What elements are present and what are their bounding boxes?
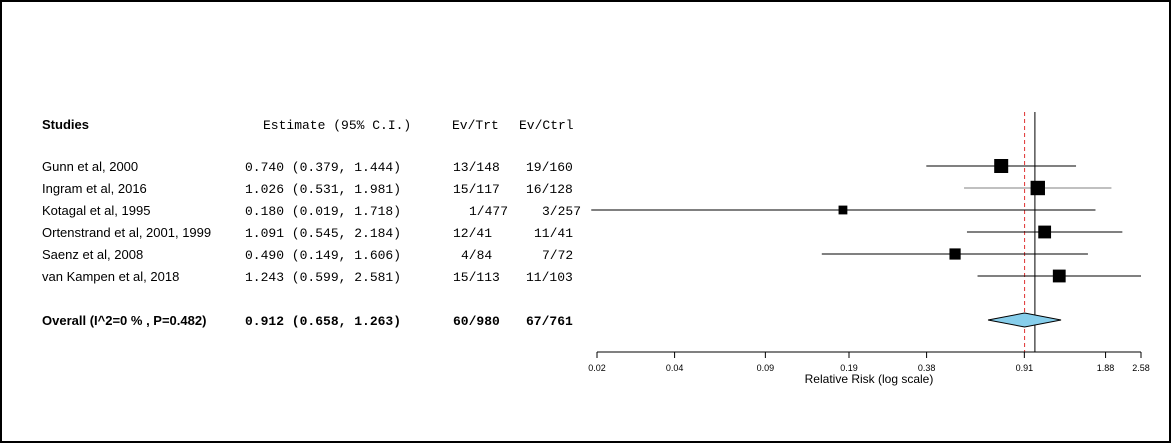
study-ev-trt: 13/148 <box>453 160 500 175</box>
overall-ev-ctrl: 67/761 <box>526 314 573 329</box>
point-square <box>1052 269 1066 283</box>
overall-estimate: 0.912 (0.658, 1.263) <box>245 314 402 329</box>
x-tick-label: 1.88 <box>1097 363 1115 373</box>
x-axis-label: Relative Risk (log scale) <box>805 372 934 386</box>
overall-ev-trt: 60/980 <box>453 314 500 329</box>
study-estimate: 1.091 (0.545, 2.184) <box>245 226 402 241</box>
study-name: Saenz et al, 2008 <box>42 247 144 262</box>
study-name: Ortenstrand et al, 2001, 1999 <box>42 225 212 240</box>
x-tick-label: 0.02 <box>588 363 606 373</box>
study-ev-trt: 15/117 <box>453 182 500 197</box>
study-estimate: 0.490 (0.149, 1.606) <box>245 248 402 263</box>
study-ev-trt: 12/41 <box>453 226 493 241</box>
header-ev-ctrl: Ev/Ctrl <box>519 118 574 133</box>
study-ev-ctrl: 16/128 <box>526 182 573 197</box>
point-square <box>838 205 848 215</box>
header-ev-trt: Ev/Trt <box>452 118 499 133</box>
study-name: Kotagal et al, 1995 <box>42 203 151 218</box>
x-tick-label: 0.38 <box>918 363 936 373</box>
study-ev-ctrl: 11/103 <box>526 270 573 285</box>
pooled-diamond <box>987 312 1062 328</box>
point-square <box>949 248 961 260</box>
study-ev-trt: 1/477 <box>469 204 509 219</box>
study-ev-ctrl: 3/257 <box>542 204 582 219</box>
study-name: Ingram et al, 2016 <box>42 181 147 196</box>
x-tick-label: 0.91 <box>1016 363 1034 373</box>
study-name: van Kampen et al, 2018 <box>42 269 180 284</box>
point-square <box>994 159 1009 173</box>
study-ev-ctrl: 19/160 <box>526 160 573 175</box>
point-square <box>1038 225 1052 239</box>
header-studies: Studies <box>42 117 89 132</box>
study-ev-ctrl: 7/72 <box>542 248 574 263</box>
header-estimate: Estimate (95% C.I.) <box>263 118 412 133</box>
study-estimate: 1.026 (0.531, 1.981) <box>245 182 402 197</box>
study-estimate: 0.180 (0.019, 1.718) <box>245 204 402 219</box>
x-tick-label: 0.04 <box>666 363 684 373</box>
study-name: Gunn et al, 2000 <box>42 159 139 174</box>
study-estimate: 0.740 (0.379, 1.444) <box>245 160 402 175</box>
x-tick-label: 0.19 <box>840 363 858 373</box>
overall-name: Overall (I^2=0 % , P=0.482) <box>42 313 207 328</box>
study-ev-ctrl: 11/41 <box>534 226 574 241</box>
x-tick-label: 0.09 <box>757 363 775 373</box>
study-estimate: 1.243 (0.599, 2.581) <box>245 270 402 285</box>
point-square <box>1030 180 1045 196</box>
study-ev-trt: 15/113 <box>453 270 500 285</box>
x-tick-label: 2.58 <box>1132 363 1150 373</box>
study-ev-trt: 4/84 <box>461 248 493 263</box>
